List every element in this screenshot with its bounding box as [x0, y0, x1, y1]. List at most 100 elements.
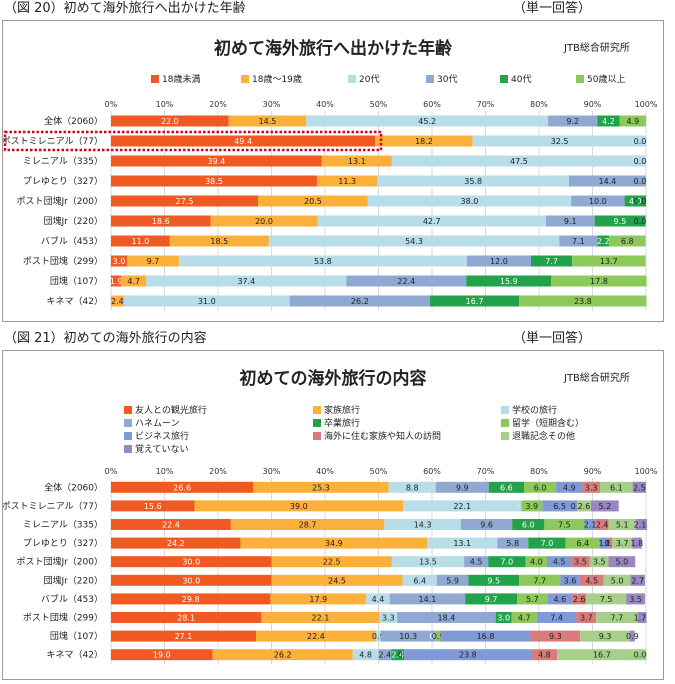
- data-label: 2.4: [391, 651, 404, 660]
- data-label: 19.0: [153, 651, 171, 660]
- category-label: 団塊（107）: [50, 630, 103, 642]
- legend-label: 18歳未満: [162, 75, 201, 85]
- legend-item: 50歳以上: [576, 72, 625, 85]
- bar-segment: [572, 255, 646, 267]
- bar-segment: [391, 556, 465, 568]
- bar-segment: [488, 481, 525, 493]
- data-label: 47.5: [510, 157, 528, 166]
- data-label: 7.7: [610, 614, 623, 623]
- x-tick-label: 70%: [477, 100, 495, 109]
- legend-label: 卒業旅行: [324, 419, 361, 429]
- legend-item: 退職記念その他: [501, 429, 575, 442]
- data-label: 0.0: [634, 177, 647, 186]
- data-label: 6.5: [553, 502, 566, 511]
- bar-segment: [596, 612, 638, 623]
- data-label: 15.6: [144, 502, 162, 511]
- bar-segment: [545, 215, 595, 227]
- bar-segment: [111, 275, 122, 287]
- category-label: 団塊Jr（220）: [43, 215, 103, 227]
- bar-segment: [544, 519, 585, 530]
- legend-label: 50歳以上: [587, 75, 626, 85]
- legend-item: 海外に住む家族や知人の訪問: [313, 429, 441, 442]
- legend-swatch: [151, 74, 159, 83]
- bar-segment: [635, 519, 648, 530]
- figure-20-caption: （図 20）初めて海外旅行へ出かけた年齢: [4, 1, 246, 16]
- data-label: 3.6: [564, 576, 577, 585]
- bar-segment: [597, 115, 620, 127]
- legend-label: ビジネス旅行: [135, 432, 190, 442]
- category-label: ポスト団塊Jr（200）: [16, 556, 103, 568]
- bar-segment: [590, 500, 619, 512]
- category-label: 団塊Jr（220）: [43, 574, 103, 586]
- bar-segment: [367, 195, 572, 207]
- data-label: 11.3: [338, 177, 356, 186]
- bar-segment: [111, 115, 229, 127]
- data-label: 3.5: [629, 595, 642, 604]
- bar-segment: [599, 481, 633, 493]
- bar-segment: [584, 519, 596, 530]
- x-tick-label: 80%: [530, 100, 548, 109]
- data-label: 22.4: [307, 632, 325, 641]
- x-tick-label: 20%: [209, 100, 227, 109]
- data-label: 1.8: [598, 539, 611, 548]
- data-label: 18.6: [152, 217, 170, 226]
- bar-segment: [466, 275, 552, 287]
- bar-segment: [576, 500, 591, 512]
- x-tick-label: 50%: [370, 100, 388, 109]
- data-label: 23.8: [459, 651, 477, 660]
- category-label: キネマ（42）: [47, 296, 103, 307]
- data-label: 2.4: [596, 521, 609, 530]
- data-label: 22.4: [397, 277, 415, 286]
- data-label: 6.0: [522, 521, 535, 530]
- category-label: ミレニアル（335）: [23, 156, 103, 167]
- bar-segment: [632, 481, 646, 493]
- data-label: 10.0: [589, 197, 607, 206]
- bar-segment: [384, 519, 461, 530]
- data-label: 7.7: [545, 257, 558, 266]
- data-label: 2.1: [634, 521, 647, 530]
- data-label: 9.5: [614, 217, 627, 226]
- data-label: 18.5: [210, 237, 228, 246]
- data-label: 54.3: [405, 237, 423, 246]
- bar-segment: [440, 630, 531, 642]
- bar-segment: [271, 574, 403, 586]
- data-label: 24.5: [328, 576, 346, 585]
- bar-segment: [146, 275, 347, 287]
- chart-credit: JTB総合研究所: [564, 373, 630, 384]
- bar-segment: [556, 481, 583, 493]
- bar-segment: [530, 255, 573, 267]
- data-label: 9.7: [147, 257, 160, 266]
- data-label: 7.1: [572, 237, 585, 246]
- bar-segment: [557, 649, 647, 661]
- data-label: 27.5: [176, 197, 194, 206]
- bar-segment: [389, 593, 466, 605]
- data-label: 2.6: [573, 595, 586, 604]
- bar-segment: [111, 481, 254, 493]
- bar-segment: [111, 556, 272, 568]
- legend-label: 退職記念その他: [512, 432, 576, 442]
- bar-segment: [511, 612, 537, 623]
- bar-segment: [547, 556, 572, 568]
- bar-segment: [268, 235, 560, 247]
- chart-panel-21: 初めての海外旅行の内容 JTB総合研究所 友人との観光旅行 家族旅行 学校の旅行 ハネ…: [2, 350, 664, 680]
- data-label: 8.8: [406, 483, 419, 492]
- data-label: 9.1: [564, 217, 577, 226]
- legend-label: 覚えていない: [135, 445, 189, 455]
- legend-swatch: [426, 74, 434, 83]
- legend-item: 留学（短期含む）: [501, 416, 584, 429]
- legend-item: 18歳～19歳: [241, 72, 302, 85]
- data-label: 18.4: [438, 614, 456, 623]
- bar-segment: [397, 612, 496, 623]
- bar-segment: [111, 574, 272, 586]
- data-label: 9.7: [485, 595, 498, 604]
- data-label: 5.9: [446, 576, 459, 585]
- bar-segment: [571, 556, 590, 568]
- data-label: 7.5: [558, 521, 571, 530]
- data-label: 30.0: [182, 576, 200, 585]
- bar-segment: [572, 593, 587, 605]
- legend-swatch: [124, 431, 132, 440]
- data-label: 10.3: [399, 632, 417, 641]
- data-label: 4.2: [602, 117, 615, 126]
- data-label: 9.5: [487, 576, 500, 585]
- data-label: 26.2: [274, 651, 292, 660]
